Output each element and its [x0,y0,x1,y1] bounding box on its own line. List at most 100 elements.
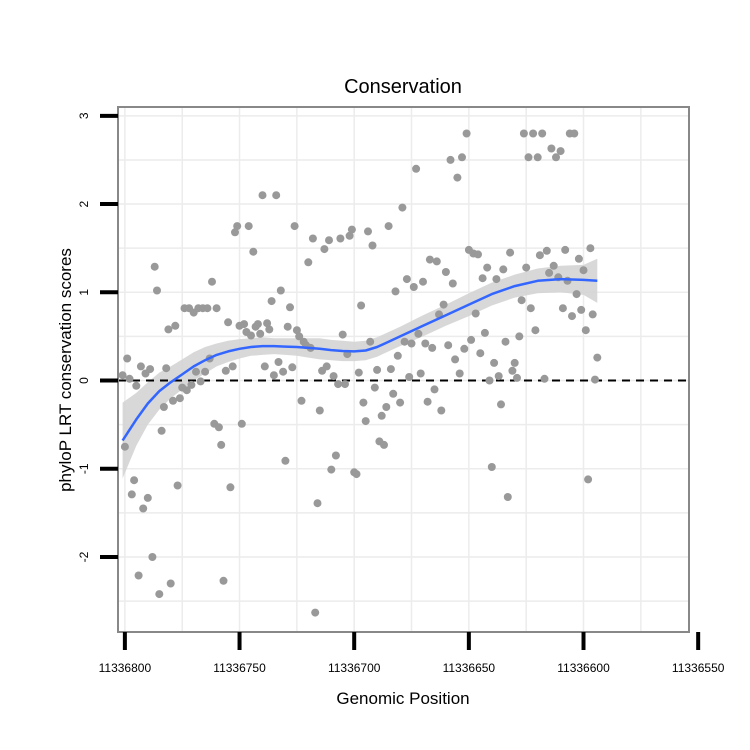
data-point [515,332,524,341]
data-point [224,318,233,327]
x-tick-label: 11336600 [557,661,610,675]
data-point [130,476,139,485]
data-point [584,475,593,484]
data-point [265,325,274,334]
data-point [118,371,127,380]
data-point [425,255,434,264]
data-point [593,353,602,362]
data-point [244,222,253,231]
data-point [558,304,567,313]
data-point [336,234,345,243]
data-point [345,231,354,240]
data-point [311,608,320,617]
data-point [441,268,450,276]
x-tick-label: 11336650 [443,661,496,675]
data-point [253,320,262,329]
data-point [529,129,538,138]
data-point [361,417,370,426]
data-point [579,266,588,275]
data-point [407,339,416,348]
data-point [448,279,457,288]
data-point [240,320,249,329]
data-point [283,322,292,331]
data-point [405,373,414,381]
data-point [366,337,375,346]
data-point [524,153,533,162]
data-point [173,481,182,490]
data-point [322,362,331,371]
data-point [249,247,258,256]
data-point [396,398,405,407]
data-point [389,389,398,398]
data-point [380,440,388,449]
y-tick-label: -2 [77,551,91,562]
data-point [545,268,554,277]
data-point [572,290,581,299]
data-point [139,504,148,513]
data-point [382,403,391,411]
data-point [547,144,556,153]
data-point [368,241,377,250]
data-point [552,153,560,162]
data-point [460,344,469,353]
data-point [201,367,210,376]
data-point [143,493,152,502]
smooth-fit-line [121,277,598,442]
data-point [171,321,180,330]
data-point [386,365,395,374]
data-point [398,203,407,212]
data-point [581,326,590,335]
data-point [423,397,432,406]
y-axis-ticks: -2 -1 0 1 2 3 [77,112,118,562]
data-point [494,372,503,381]
data-point [286,303,294,312]
data-point [561,245,570,254]
y-tick-label: 1 [77,289,91,296]
data-point [146,365,155,374]
data-point [430,385,439,394]
data-point [136,362,145,371]
x-tick-label: 11336550 [672,661,725,675]
data-point [228,362,237,371]
data-point [439,300,448,309]
data-point [412,164,421,173]
data-point [586,244,595,253]
data-point [212,304,221,313]
data-point [416,369,425,378]
y-tick-label: 2 [77,200,91,207]
data-point [437,406,446,415]
data-point [517,296,526,305]
data-point [506,248,515,257]
data-point [359,398,368,407]
data-point [331,451,340,460]
data-point [347,225,356,234]
data-point [132,381,141,390]
data-point [574,254,583,263]
scatter-points [118,129,602,617]
data-point [531,326,540,335]
data-point [327,465,336,474]
data-point [341,380,349,389]
data-point [256,329,265,338]
data-point [501,337,510,346]
data-point [471,309,480,318]
data-point [219,576,228,585]
data-point [497,400,505,409]
data-point [364,227,372,236]
data-point [267,297,276,306]
data-point [377,411,386,420]
data-point [325,236,333,245]
data-point [483,263,492,272]
data-point [519,129,528,138]
data-point [274,358,283,366]
data-point [503,493,512,501]
data-point [127,490,136,499]
data-point [233,222,242,231]
data-point [159,403,168,411]
data-point [476,349,485,358]
data-point [400,337,409,346]
data-point [260,362,269,371]
data-point [474,250,482,259]
